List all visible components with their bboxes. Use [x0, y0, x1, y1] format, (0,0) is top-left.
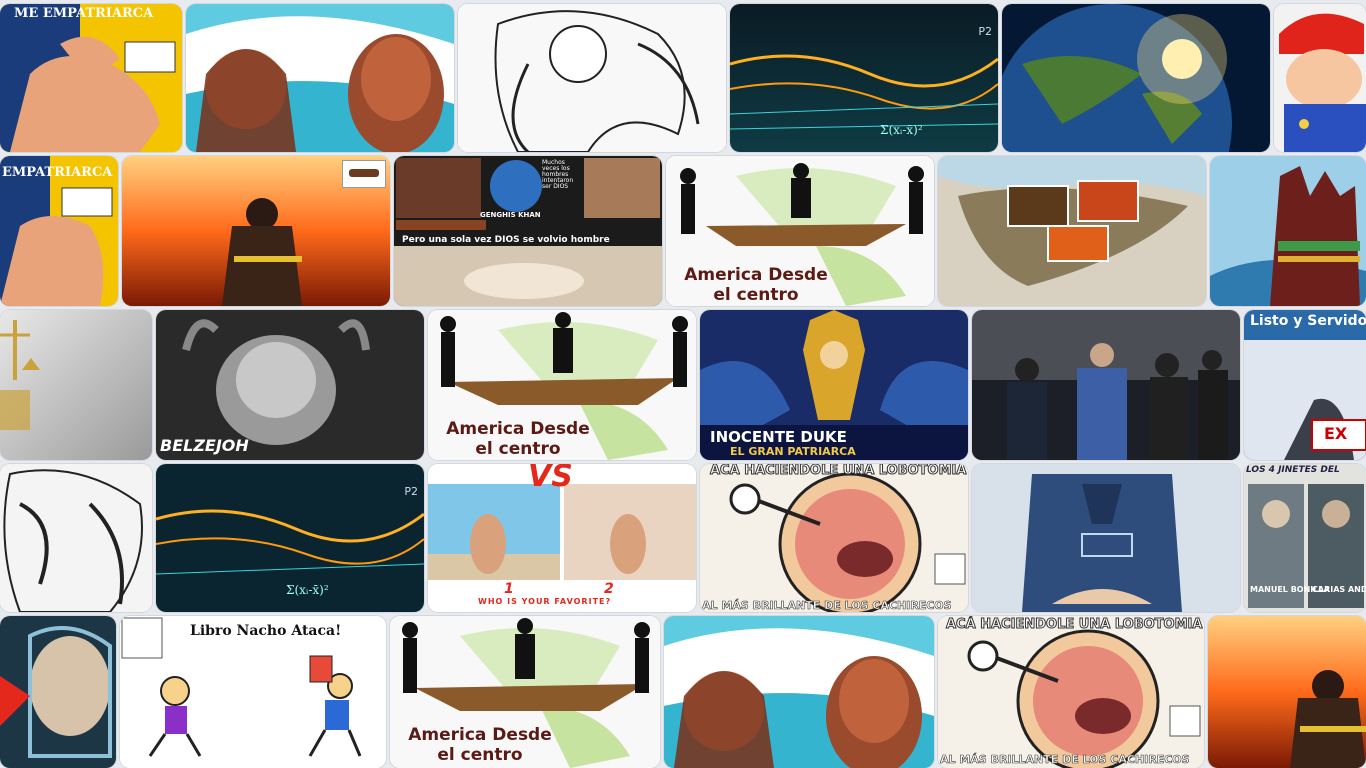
tile-america-map-2[interactable]: America Desde el centro [428, 310, 696, 460]
empatriarca-poster-2-art [0, 156, 118, 306]
math-p2-label: P2 [978, 25, 992, 38]
tile-globe-network[interactable] [1002, 4, 1270, 152]
firefighter-2-art [1208, 616, 1366, 768]
svg-text:Σ(xᵢ-x̄)²: Σ(xᵢ-x̄)² [880, 123, 923, 137]
svg-text:Σ(xᵢ-x̄)²: Σ(xᵢ-x̄)² [286, 583, 329, 597]
tile-lenca-hand[interactable] [1210, 156, 1366, 306]
anime-sketch-art [458, 4, 726, 152]
tile-honduras-fire-map[interactable] [938, 156, 1206, 306]
lobotomia-1-art [700, 464, 968, 612]
mario-art [1274, 4, 1366, 152]
brillante-label-2: AL MÁS BRILLANTE DE LOS CACHIRECOS [940, 753, 1190, 766]
america-map-1-label: America Desde el centro [666, 265, 846, 305]
genghis-label: GENGHIS KHAN [480, 211, 541, 219]
tile-honduras-duo[interactable] [186, 4, 454, 152]
lobotomia-2-art [938, 616, 1204, 768]
america-map-3-art [390, 616, 660, 768]
tile-honduras-duo-2[interactable] [664, 616, 934, 768]
tile-lobotomia-2[interactable]: ACÁ HACIENDOLE UNA LOBOTOMIA AL MÁS BRIL… [938, 616, 1204, 768]
dios-caption: Pero una sola vez DIOS se volvio hombre [402, 235, 610, 245]
anime-sketch-2-art [0, 464, 152, 612]
honduras-fire-map-art [938, 156, 1206, 306]
jinetes-art [1244, 464, 1366, 612]
tile-empatriarca-poster-2[interactable]: EMPATRIARCA [0, 156, 118, 306]
math-p2-label-2: P2 [404, 485, 418, 498]
libro-nacho-art [120, 616, 386, 768]
tile-america-map-1[interactable]: America Desde el centro [666, 156, 934, 306]
belzejoh-label: BELZEJOH [160, 436, 249, 455]
tile-math-data-2[interactable]: Σ(xᵢ-x̄)² P2 [156, 464, 424, 612]
belzejoh-art [156, 310, 424, 460]
tile-belzejoh[interactable]: BELZEJOH [156, 310, 424, 460]
lobotomia-label-2: ACÁ HACIENDOLE UNA LOBOTOMIA [945, 617, 1203, 632]
math-data-art: Σ(xᵢ-x̄)² [730, 4, 998, 152]
tile-jinetes[interactable]: LOS 4 JINETES DEL MANUEL BONILLA CARIAS … [1244, 464, 1366, 612]
tile-empatriarca-poster[interactable]: ME EMPATRIARCA [0, 4, 182, 152]
ex-stamp: EX [1324, 424, 1348, 443]
empatriarca-poster-art [0, 4, 182, 152]
libro-title: Libro Nacho Ataca! [190, 623, 342, 639]
empatriarca-top-text: ME EMPATRIARCA [14, 6, 154, 21]
tile-buzz[interactable] [0, 616, 116, 768]
tile-firefighter[interactable] [122, 156, 390, 306]
tile-libro-nacho[interactable]: Libro Nacho Ataca! [120, 616, 386, 768]
america-map-3-label: America Desde el centro [390, 725, 570, 765]
america-label-line-2: el centro [437, 744, 523, 765]
tile-america-map-3[interactable]: America Desde el centro [390, 616, 660, 768]
tile-anime-sketch-2[interactable] [0, 464, 152, 612]
honduras-duo-2-art [664, 616, 934, 768]
inocente-line-2: EL GRAN PATRIARCA [730, 445, 856, 458]
globe-network-art [1002, 4, 1270, 152]
tile-firefighter-2[interactable] [1208, 616, 1366, 768]
tile-math-data[interactable]: Σ(xᵢ-x̄)² P2 [730, 4, 998, 152]
vs-label: VS [528, 464, 573, 494]
justice-scales-art [0, 310, 152, 460]
math-data-2-art: Σ(xᵢ-x̄)² [156, 464, 424, 612]
brillante-label-1: AL MÁS BRILLANTE DE LOS CACHIRECOS [702, 599, 952, 612]
jinetes-label: LOS 4 JINETES DEL [1246, 465, 1340, 475]
dios-side-text: Muchos veces los hombres intentaron ser … [542, 159, 574, 190]
america-label-line-1: America Desde [684, 265, 828, 285]
america-map-2-art [428, 310, 696, 460]
vs-favorite-art [428, 464, 696, 612]
tile-justice-scales[interactable] [0, 310, 152, 460]
america-label-line-1: America Desde [446, 419, 590, 439]
tile-listo-servido[interactable]: Listo y Servido EX [1244, 310, 1366, 460]
carias-label: CARIAS ANDINO [1312, 585, 1366, 594]
tile-dios-collage[interactable]: Muchos veces los hombres intentaron ser … [394, 156, 662, 306]
tile-lobotomia-1[interactable]: ACÁ HACIENDOLE UNA LOBOTOMIA AL MÁS BRIL… [700, 464, 968, 612]
tile-vs-favorite[interactable]: VS 1 2 WHO IS YOUR FAVORITE? [428, 464, 696, 612]
listo-servido-art [1244, 310, 1366, 460]
arrest-photo-art [972, 310, 1240, 460]
inocente-duke-art [700, 310, 968, 460]
tile-mario[interactable] [1274, 4, 1366, 152]
buzz-art [0, 616, 116, 768]
america-map-1-art [666, 156, 934, 306]
america-label-line-2: el centro [475, 438, 561, 459]
inocente-line-1: INOCENTE DUKE [710, 428, 847, 446]
dios-collage-art [394, 156, 662, 306]
lobotomia-label-1: ACÁ HACIENDOLE UNA LOBOTOMIA [709, 464, 967, 478]
america-badge [342, 160, 386, 188]
honduras-duo-art [186, 4, 454, 152]
shopping-hand-art [972, 464, 1240, 612]
america-label-line-1: America Desde [408, 725, 552, 745]
empatriarca-mid-text: EMPATRIARCA [2, 165, 113, 180]
america-label-line-2: el centro [713, 284, 799, 305]
tile-shopping-hand[interactable] [972, 464, 1240, 612]
lenca-hand-art [1210, 156, 1366, 306]
vs-one: 1 [504, 581, 514, 597]
vs-question: WHO IS YOUR FAVORITE? [478, 597, 612, 606]
tile-anime-sketch[interactable] [458, 4, 726, 152]
tile-inocente-duke[interactable]: INOCENTE DUKE EL GRAN PATRIARCA [700, 310, 968, 460]
listo-label: Listo y Servido [1250, 313, 1366, 329]
america-map-2-label: America Desde el centro [428, 419, 608, 459]
manuel-label: MANUEL BONILLA [1250, 585, 1330, 594]
vs-two: 2 [604, 581, 614, 597]
tile-arrest-photo[interactable] [972, 310, 1240, 460]
